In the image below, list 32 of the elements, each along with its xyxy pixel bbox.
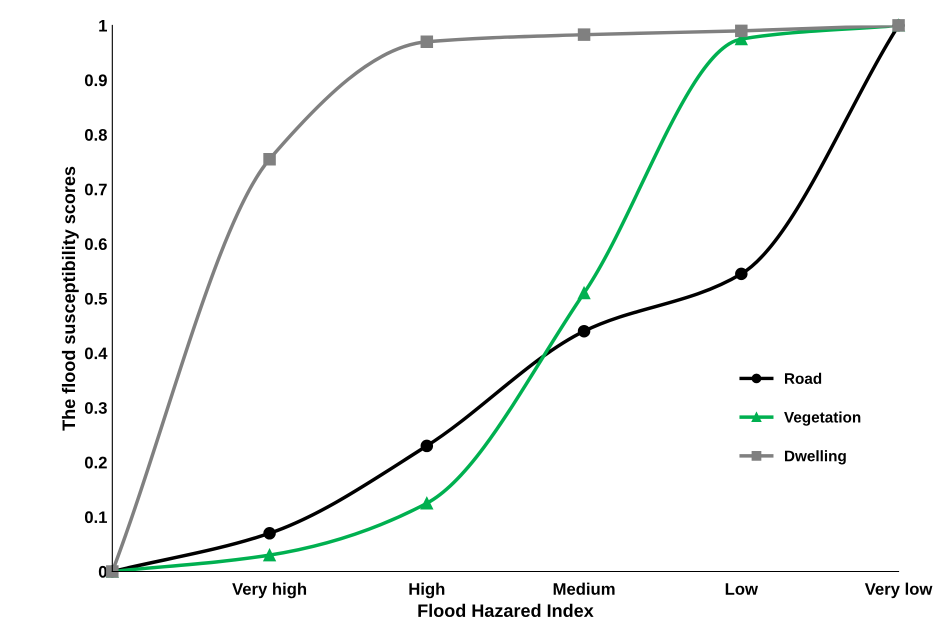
- point: [263, 527, 276, 540]
- y-tick-label: 0.7: [84, 184, 107, 196]
- x-tick-label: Low: [726, 583, 758, 595]
- point: [420, 496, 434, 510]
- point: [420, 36, 434, 48]
- point: [735, 24, 748, 38]
- point: [263, 548, 276, 562]
- x-tick-label: Medium: [554, 582, 615, 595]
- point: [420, 440, 434, 452]
- y-tick-label: 0.8: [84, 129, 107, 141]
- x-axis-title: Flood Hazared Index: [418, 604, 594, 618]
- legend-label: Road: [784, 372, 822, 384]
- x-tick-label: High: [409, 582, 444, 598]
- y-tick-label: 0.1: [84, 511, 107, 524]
- point: [735, 268, 748, 280]
- y-tick-label: 0.9: [84, 74, 107, 86]
- point: [578, 324, 590, 338]
- x-tick-label: Very low: [864, 582, 932, 598]
- x-tick-label: Very high: [232, 582, 306, 598]
- y-tick-label: 1: [99, 20, 107, 32]
- y-tick-label: 0.3: [84, 402, 107, 414]
- y-tick-label: 0.4: [84, 347, 108, 360]
- y-tick-label: 0.6: [84, 238, 107, 250]
- y-axis-title: The flood susceptibility scores: [62, 166, 79, 431]
- y-tick-label: 0.2: [84, 456, 107, 468]
- point: [263, 152, 276, 166]
- point: [578, 28, 590, 41]
- legend-label: Vegetation: [784, 411, 860, 426]
- legend-label: Dwelling: [784, 450, 846, 464]
- point: [578, 286, 590, 300]
- y-tick-label: 0: [98, 566, 107, 578]
- y-tick-label: 0.5: [84, 292, 107, 305]
